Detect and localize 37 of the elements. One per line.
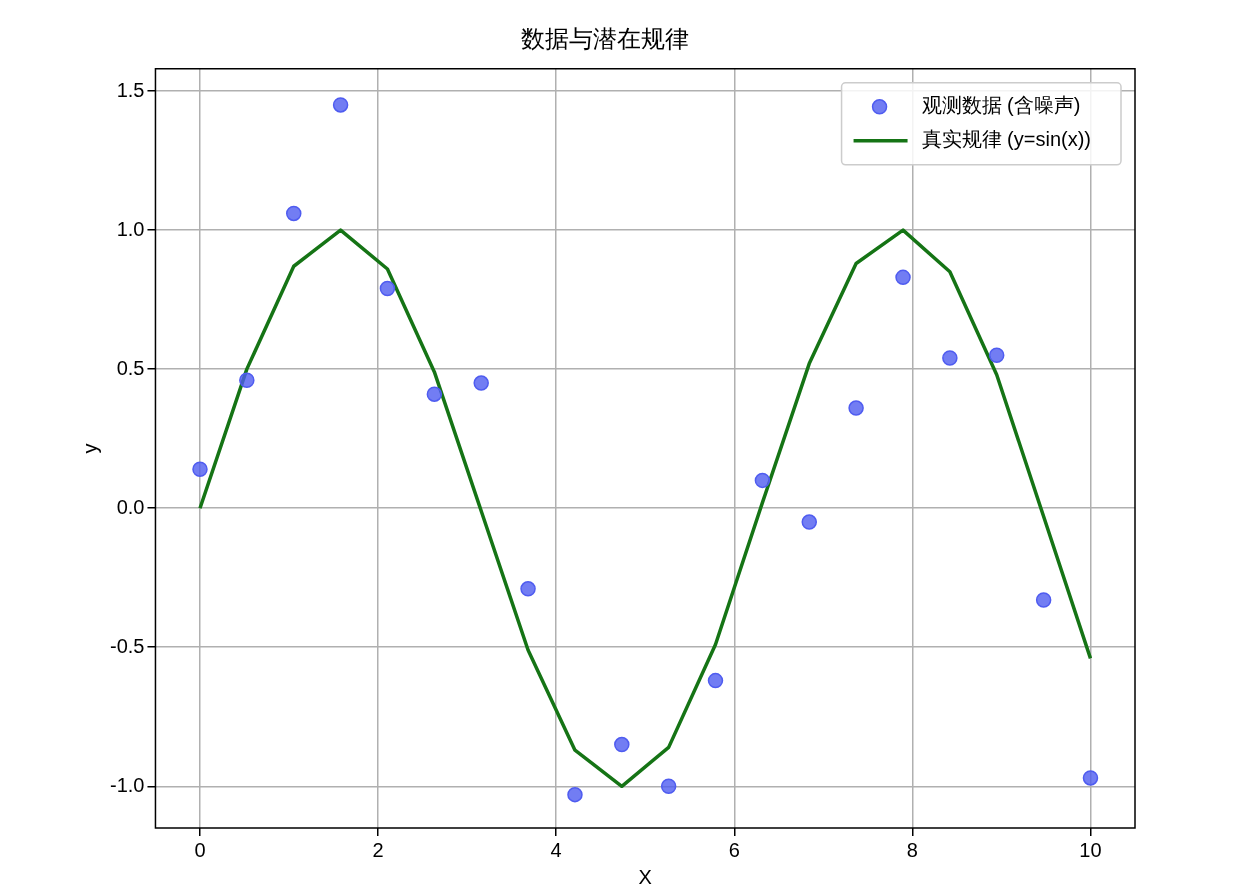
x-tick-label: 10: [1079, 838, 1102, 861]
y-tick-label: 1.5: [116, 78, 145, 101]
point: [895, 269, 911, 286]
point: [848, 400, 864, 416]
x-tick-label: 6: [728, 838, 740, 861]
x-tick-label: 8: [906, 838, 918, 861]
chart-title: 数据与潜在规律: [521, 25, 689, 53]
point: [1082, 770, 1099, 786]
legend-label: 真实规律 (y=sin(x)): [921, 128, 1092, 151]
y-tick-label: -1.0: [109, 773, 145, 796]
y-tick-label: 0.0: [116, 495, 145, 518]
point: [473, 375, 489, 391]
point: [286, 205, 302, 222]
point: [567, 786, 583, 803]
x-axis-title: X: [638, 865, 652, 888]
point: [801, 514, 818, 530]
x-tick-label: 4: [550, 838, 562, 861]
point: [707, 672, 724, 689]
legend-label: 观测数据 (含噪声): [921, 94, 1081, 117]
point: [379, 280, 396, 297]
point: [192, 461, 208, 478]
point: [426, 386, 443, 402]
point: [660, 778, 677, 795]
point: [520, 581, 536, 597]
point: [1035, 592, 1052, 608]
y-tick-label: -0.5: [109, 634, 145, 657]
point: [332, 97, 349, 113]
point: [942, 350, 958, 366]
y-tick-label: 1.0: [116, 217, 145, 240]
point: [988, 347, 1005, 363]
x-tick-label: 0: [194, 838, 206, 861]
y-tick-label: 0.5: [116, 356, 145, 379]
point: [754, 472, 771, 489]
point: [614, 736, 630, 753]
x-tick-label: 2: [372, 838, 384, 861]
point: [239, 372, 255, 389]
y-axis-title: y: [78, 443, 101, 454]
